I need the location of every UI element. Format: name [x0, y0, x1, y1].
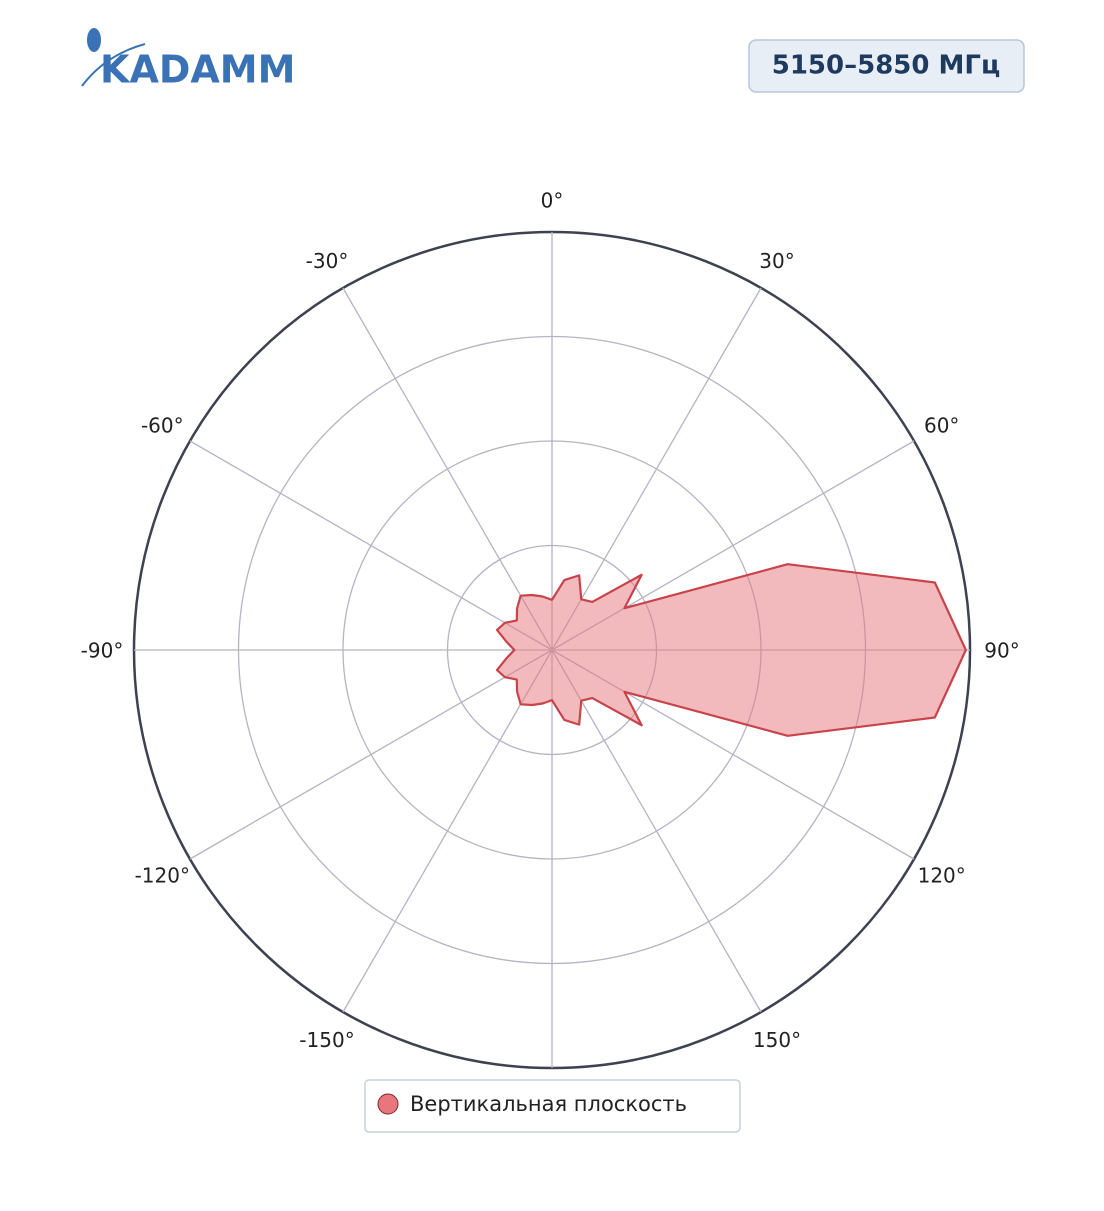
- angular-grid: [189, 440, 553, 651]
- legend-box: [364, 1079, 741, 1133]
- polar-plot: 0° 30° 60° 90° 120° 150° -150° -120° -90° -60° -30…: [81, 189, 1020, 1070]
- angular-grid: [551, 287, 762, 651]
- angle-label: 30°: [759, 249, 794, 273]
- angle-label: 90°: [984, 639, 1019, 663]
- angle-label: 60°: [924, 414, 959, 438]
- band-label: 5150–5850 МГц: [772, 51, 1001, 81]
- angle-label: -120°: [135, 864, 190, 888]
- angle-label: -90°: [81, 639, 124, 663]
- angular-grid: [551, 649, 762, 1013]
- logo: KADAMM: [81, 28, 295, 92]
- angle-label: 0°: [541, 189, 564, 213]
- band-badge: [748, 39, 1025, 93]
- angular-grid: [342, 287, 553, 651]
- angle-label: 150°: [753, 1028, 801, 1052]
- legend-label: Вертикальная плоскость: [410, 1092, 687, 1116]
- angular-grid: [342, 649, 553, 1013]
- logo-dot: [87, 28, 101, 52]
- legend-swatch: [377, 1093, 399, 1115]
- angular-grid: [189, 649, 553, 860]
- logo-swoosh: [81, 43, 146, 87]
- angle-label: -30°: [306, 249, 349, 273]
- pattern-area: [495, 563, 967, 737]
- angle-label: -60°: [141, 414, 184, 438]
- angle-label: -150°: [299, 1028, 354, 1052]
- angle-label: 120°: [918, 864, 966, 888]
- logo-text: KADAMM: [100, 48, 295, 92]
